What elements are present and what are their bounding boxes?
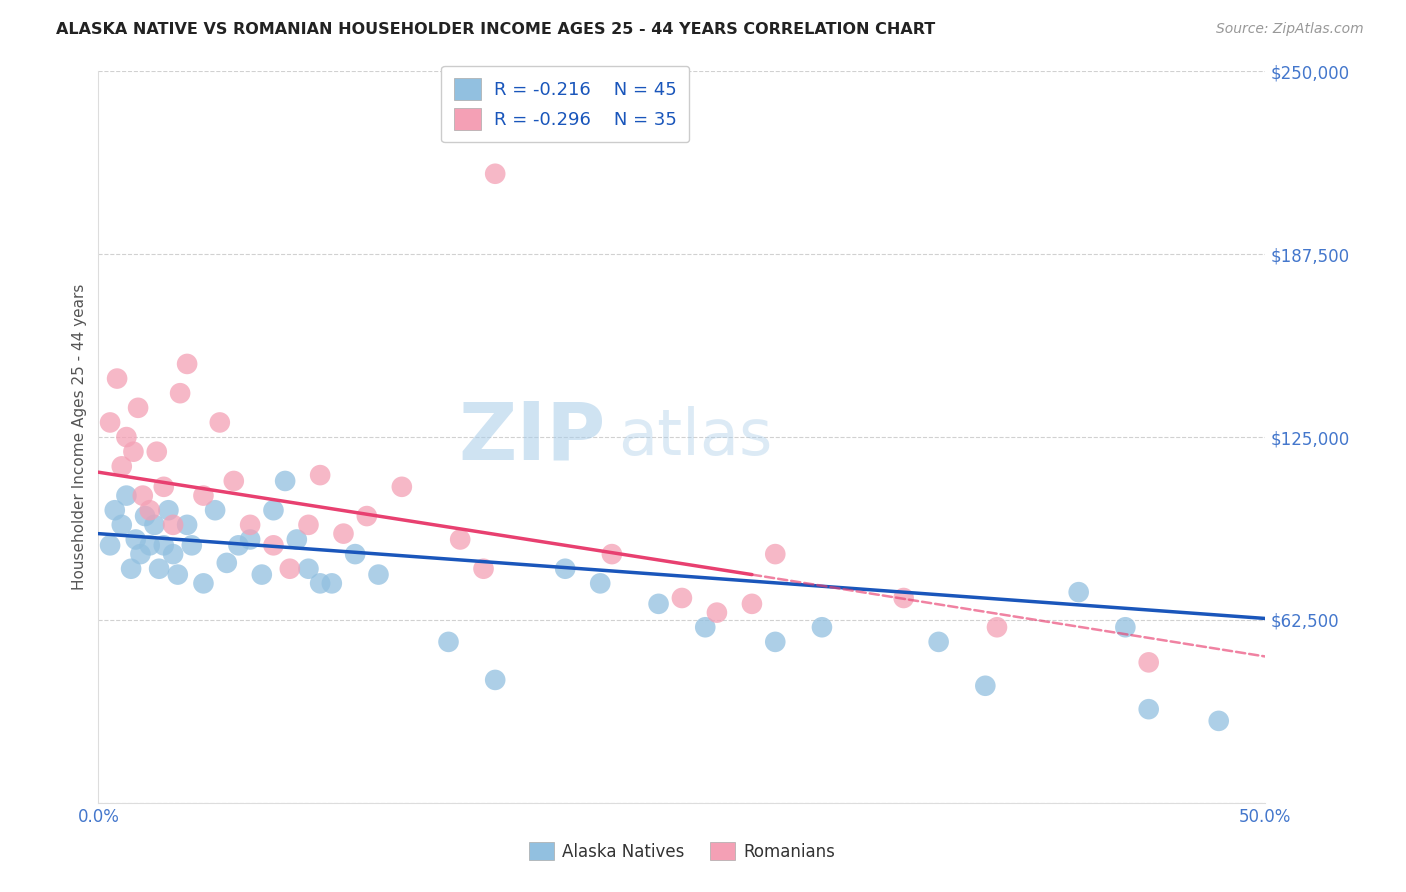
Point (146, 444, 169, 458)
Point (115, 430, 138, 444)
Point (98, 416, 121, 430)
Point (204, 503, 226, 517)
Point (162, 517, 184, 532)
Point (811, 620, 834, 634)
Point (132, 489, 155, 503)
Point (215, 556, 238, 570)
Point (484, 673, 506, 687)
Point (274, 474, 297, 488)
Point (741, 597, 763, 611)
Point (974, 679, 997, 693)
Point (166, 567, 188, 582)
Point (239, 533, 262, 547)
Point (111, 459, 134, 474)
Point (928, 635, 950, 649)
Point (344, 547, 367, 561)
Point (285, 533, 308, 547)
Point (162, 547, 184, 561)
Text: Source: ZipAtlas.com: Source: ZipAtlas.com (1216, 22, 1364, 37)
Point (125, 533, 148, 547)
Point (143, 517, 166, 532)
Point (367, 567, 389, 582)
Point (893, 591, 915, 605)
Point (1137, 656, 1160, 670)
Point (986, 620, 1008, 634)
Point (208, 416, 231, 430)
Point (152, 480, 174, 494)
Point (321, 576, 343, 591)
Point (148, 562, 170, 576)
Point (157, 503, 180, 517)
Point (176, 517, 198, 532)
Point (193, 489, 215, 503)
Point (180, 538, 202, 552)
Point (671, 591, 693, 605)
Point (115, 489, 138, 503)
Point (104, 503, 127, 517)
Point (472, 562, 495, 576)
Legend: Alaska Natives, Romanians: Alaska Natives, Romanians (522, 836, 842, 868)
Point (262, 503, 284, 517)
Point (193, 576, 215, 591)
Point (1208, 714, 1230, 728)
Point (695, 620, 717, 634)
Point (169, 386, 191, 401)
Point (122, 444, 145, 458)
Point (176, 357, 198, 371)
Y-axis label: Householder Income Ages 25 - 44 years: Householder Income Ages 25 - 44 years (72, 284, 87, 591)
Point (449, 533, 471, 547)
Point (706, 606, 728, 620)
Point (134, 509, 156, 524)
Point (600, 547, 623, 561)
Point (763, 547, 786, 561)
Point (1114, 620, 1136, 634)
Point (1067, 585, 1090, 599)
Point (647, 597, 669, 611)
Point (356, 509, 378, 524)
Point (309, 468, 332, 483)
Text: ZIP: ZIP (458, 398, 606, 476)
Point (309, 576, 332, 591)
Point (120, 562, 142, 576)
Point (262, 538, 284, 552)
Point (111, 517, 134, 532)
Point (105, 371, 128, 385)
Point (1137, 702, 1160, 716)
Point (297, 517, 319, 532)
Point (222, 474, 245, 488)
Point (437, 635, 460, 649)
Point (391, 480, 413, 494)
Point (554, 562, 576, 576)
Point (228, 538, 250, 552)
Point (763, 635, 786, 649)
Point (484, 167, 506, 181)
Point (139, 538, 162, 552)
Point (589, 576, 612, 591)
Text: ALASKA NATIVE VS ROMANIAN HOUSEHOLDER INCOME AGES 25 - 44 YEARS CORRELATION CHAR: ALASKA NATIVE VS ROMANIAN HOUSEHOLDER IN… (56, 22, 935, 37)
Point (139, 503, 162, 517)
Point (278, 562, 301, 576)
Point (239, 517, 262, 532)
Point (332, 526, 354, 541)
Point (250, 567, 273, 582)
Point (129, 547, 152, 561)
Point (127, 401, 149, 415)
Text: atlas: atlas (617, 406, 772, 468)
Point (98, 538, 121, 552)
Point (152, 538, 174, 552)
Point (297, 562, 319, 576)
